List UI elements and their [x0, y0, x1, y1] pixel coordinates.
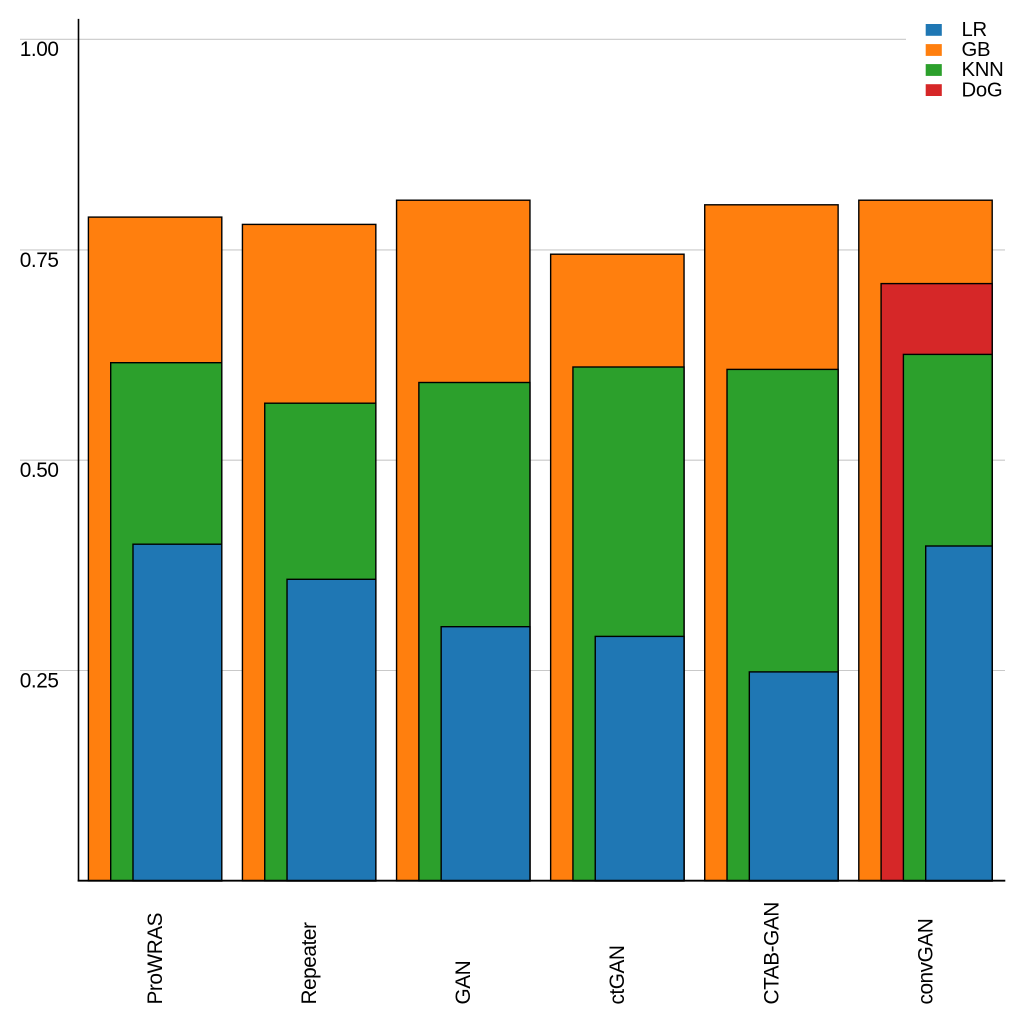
- svg-text:Repeater: Repeater: [298, 922, 321, 1004]
- svg-text:CTAB-GAN: CTAB-GAN: [760, 902, 783, 1004]
- svg-text:ProWRAS: ProWRAS: [144, 913, 167, 1005]
- svg-text:0.50: 0.50: [20, 459, 59, 482]
- svg-text:KNN: KNN: [962, 59, 1004, 81]
- svg-text:ctGAN: ctGAN: [606, 946, 629, 1005]
- svg-text:GB: GB: [962, 39, 991, 61]
- svg-text:DoG: DoG: [962, 79, 1003, 101]
- svg-text:GAN: GAN: [452, 961, 475, 1005]
- svg-text:1.00: 1.00: [20, 38, 59, 61]
- svg-text:0.25: 0.25: [20, 669, 59, 692]
- svg-text:0.75: 0.75: [20, 249, 59, 272]
- svg-text:convGAN: convGAN: [914, 919, 937, 1005]
- svg-text:LR: LR: [962, 19, 987, 41]
